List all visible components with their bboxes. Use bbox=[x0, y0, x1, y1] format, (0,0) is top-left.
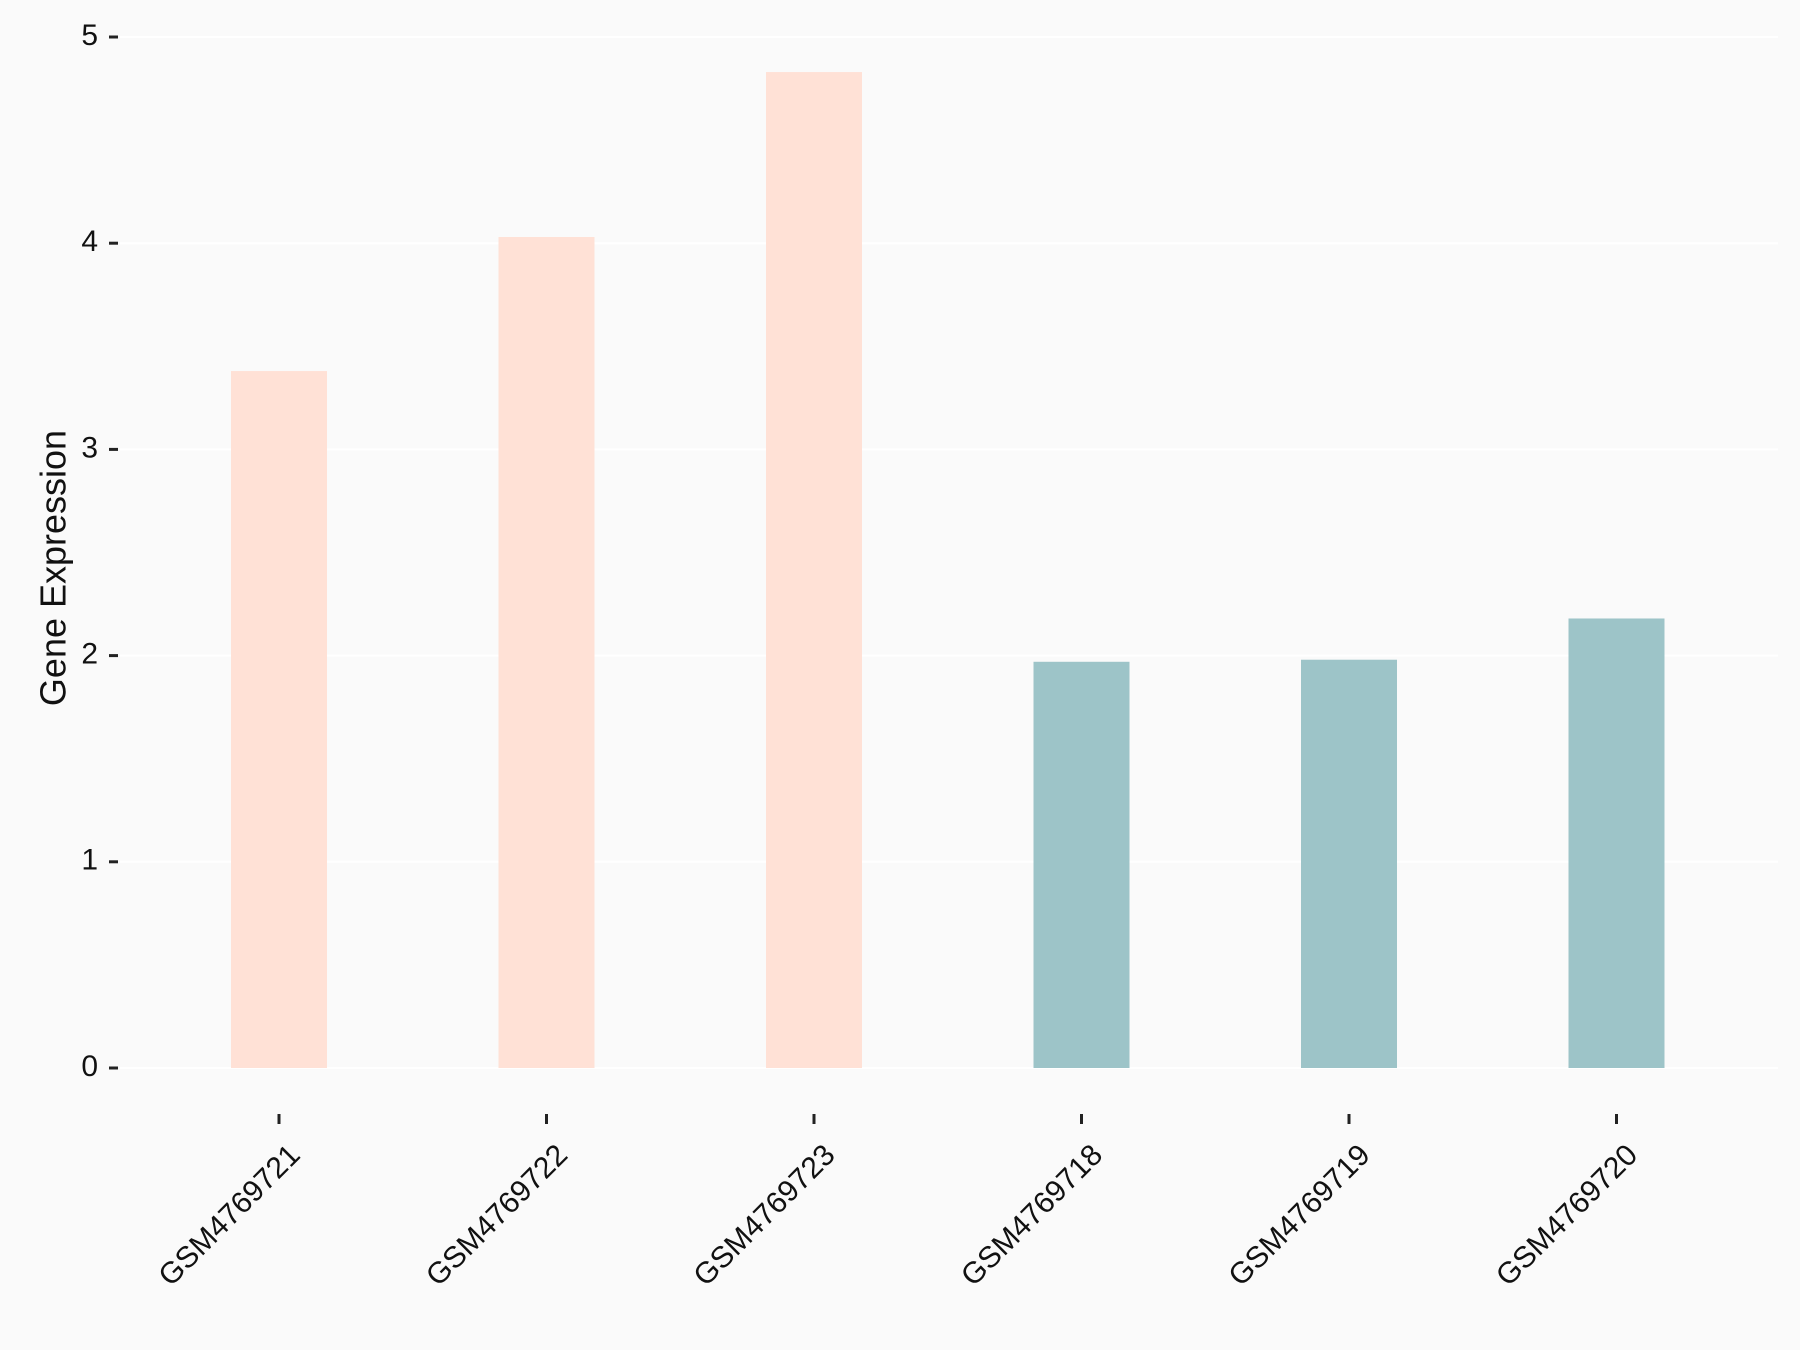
y-axis-title: Gene Expression bbox=[33, 430, 74, 706]
y-tick-label: 3 bbox=[81, 431, 98, 464]
bar bbox=[1033, 661, 1130, 1068]
y-tick-label: 1 bbox=[81, 844, 98, 877]
y-tick-label: 4 bbox=[81, 225, 98, 258]
bar bbox=[1301, 659, 1397, 1068]
y-tick-label: 0 bbox=[81, 1050, 98, 1083]
bar bbox=[498, 237, 595, 1069]
bar bbox=[1568, 618, 1665, 1068]
bar bbox=[766, 72, 862, 1068]
y-tick-label: 5 bbox=[81, 19, 98, 52]
y-tick-label: 2 bbox=[81, 638, 98, 671]
bar bbox=[231, 371, 327, 1068]
